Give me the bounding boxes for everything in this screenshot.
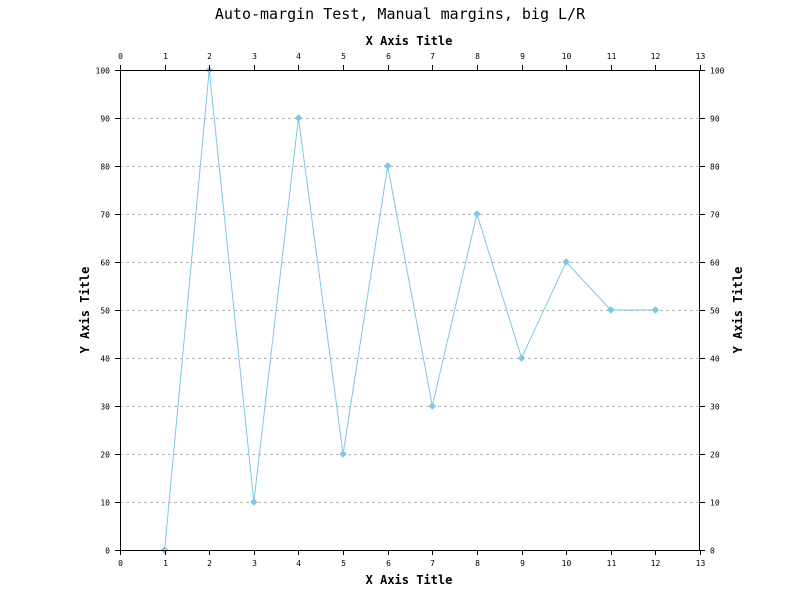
y-tick-label-right-5: 50 — [710, 307, 720, 316]
data-point-0-7 — [473, 210, 481, 218]
x-axis-title: X Axis Title — [366, 573, 453, 587]
x-tick-label-top-2: 2 — [207, 52, 212, 61]
x-tick-label-top-4: 4 — [296, 52, 301, 61]
y-tick-label-left-3: 30 — [100, 403, 110, 412]
y-tick-label-left-8: 80 — [100, 163, 110, 172]
plot-frame — [120, 70, 700, 551]
y-tick-label-right-6: 60 — [710, 259, 720, 268]
y-axis-title-right: Y Axis Title — [731, 267, 745, 354]
x-tick-label-bottom-10: 10 — [562, 559, 572, 568]
x-tick-label-top-11: 11 — [607, 52, 617, 61]
x-tick-label-top-8: 8 — [475, 52, 480, 61]
y-tick-label-left-10: 100 — [96, 67, 111, 76]
x-tick-label-bottom-11: 11 — [607, 559, 617, 568]
y-tick-label-right-9: 90 — [710, 115, 720, 124]
data-point-0-9 — [562, 258, 571, 266]
y-tick-label-left-7: 70 — [100, 211, 110, 220]
x-tick-label-bottom-12: 12 — [651, 559, 661, 568]
tick-marks — [115, 65, 705, 555]
data-point-0-3 — [294, 114, 303, 122]
y-tick-label-right-8: 80 — [710, 163, 720, 172]
x-tick-label-top-3: 3 — [252, 52, 257, 61]
y-tick-label-left-4: 40 — [100, 355, 110, 364]
grid-lines — [120, 118, 700, 503]
x-tick-label-bottom-13: 13 — [696, 559, 706, 568]
chart-title: Auto-margin Test, Manual margins, big L/… — [215, 5, 586, 23]
y-tick-label-left-2: 20 — [100, 451, 110, 460]
data-point-0-11 — [651, 306, 660, 314]
x-tick-label-top-5: 5 — [341, 52, 346, 61]
x-tick-label-bottom-4: 4 — [296, 559, 301, 568]
data-point-0-4 — [339, 450, 347, 458]
y-tick-label-left-1: 10 — [100, 499, 110, 508]
x-tick-label-top-7: 7 — [430, 52, 435, 61]
x-tick-label-top-9: 9 — [520, 52, 525, 61]
x-axis-title-top: X Axis Title — [366, 34, 453, 48]
data-point-0-8 — [517, 354, 526, 362]
y-tick-label-left-5: 50 — [100, 307, 110, 316]
y-tick-label-right-3: 30 — [710, 403, 720, 412]
x-tick-label-bottom-7: 7 — [430, 559, 435, 568]
x-tick-label-bottom-3: 3 — [252, 559, 257, 568]
x-tick-label-top-13: 13 — [696, 52, 706, 61]
x-tick-label-top-1: 1 — [163, 52, 168, 61]
x-tick-label-bottom-1: 1 — [163, 559, 168, 568]
y-tick-label-right-4: 40 — [710, 355, 720, 364]
y-tick-label-left-9: 90 — [100, 115, 110, 124]
y-tick-label-left-6: 60 — [100, 259, 110, 268]
y-tick-label-right-2: 20 — [710, 451, 720, 460]
x-tick-label-bottom-0: 0 — [118, 559, 123, 568]
y-tick-label-right-10: 100 — [710, 67, 725, 76]
x-tick-label-bottom-8: 8 — [475, 559, 480, 568]
x-tick-label-bottom-9: 9 — [520, 559, 525, 568]
y-tick-label-right-1: 10 — [710, 499, 720, 508]
y-tick-label-right-7: 70 — [710, 211, 720, 220]
x-tick-label-top-6: 6 — [386, 52, 391, 61]
data-point-0-5 — [383, 162, 392, 170]
x-tick-label-bottom-6: 6 — [386, 559, 391, 568]
x-tick-label-bottom-2: 2 — [207, 559, 212, 568]
x-tick-label-bottom-5: 5 — [341, 559, 346, 568]
y-tick-label-left-0: 0 — [105, 547, 110, 556]
data-point-0-2 — [249, 498, 258, 506]
series-layer — [160, 66, 660, 554]
x-tick-label-top-0: 0 — [118, 52, 123, 61]
series-line-0 — [164, 69, 656, 551]
data-point-0-6 — [428, 402, 437, 410]
y-axis-title-left: Y Axis Title — [78, 267, 92, 354]
y-tick-label-right-0: 0 — [710, 547, 715, 556]
data-point-0-10 — [606, 306, 615, 314]
x-tick-label-top-12: 12 — [651, 52, 661, 61]
x-tick-label-top-10: 10 — [562, 52, 572, 61]
